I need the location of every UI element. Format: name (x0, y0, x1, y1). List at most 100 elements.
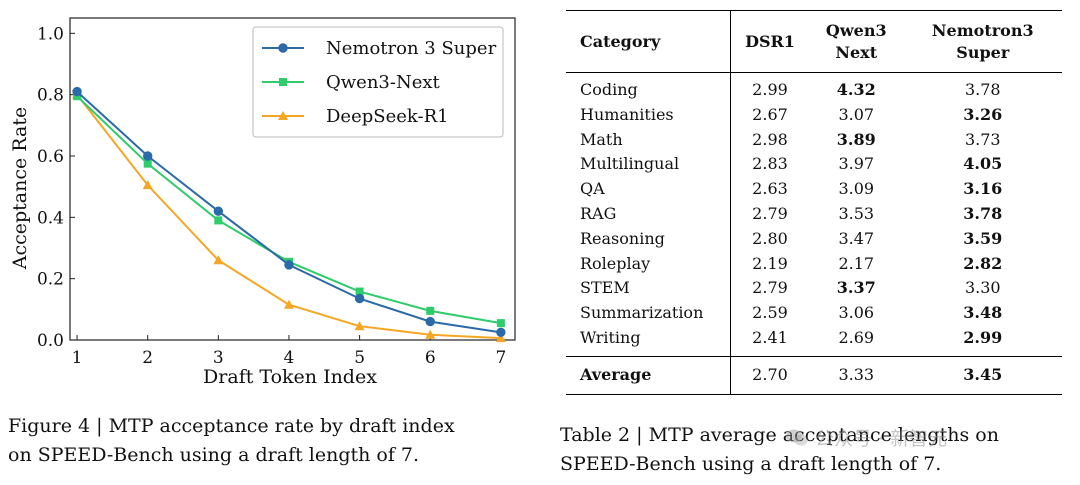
data-point-qwen3-next (214, 216, 223, 225)
x-tick-label: 7 (495, 348, 506, 368)
cell-nemotron: 3.73 (964, 129, 1001, 149)
y-tick-label: 0.8 (37, 86, 64, 106)
header-dsr1: DSR1 (745, 31, 795, 51)
data-point-deepseek-r1 (283, 299, 294, 309)
plot-frame (69, 17, 516, 341)
series-deepseek-r1 (72, 89, 506, 343)
cell-dsr1: 2.67 (752, 104, 788, 124)
cell-qwen: 3.47 (838, 228, 875, 248)
cell-category: Roleplay (566, 251, 731, 277)
header-nemotron: Nemotron3 Super (904, 11, 1062, 73)
data-point-nemotron-3-super (425, 316, 435, 327)
cell-category: Summarization (566, 301, 731, 326)
figure-caption-line2: on SPEED-Bench using a draft length of 7… (8, 444, 420, 466)
data-point-deepseek-r1 (495, 333, 506, 343)
cell-qwen: 3.97 (838, 154, 875, 174)
data-point-nemotron-3-super (142, 151, 153, 161)
cell-category: Multilingual (566, 152, 731, 178)
table-row: Reasoning 2.80 3.47 3.59 (566, 226, 1062, 252)
cell-dsr1: 2.63 (752, 179, 788, 199)
plot-border (69, 17, 516, 341)
y-tick-label: 0.0 (37, 331, 64, 351)
data-point-qwen3-next (143, 159, 152, 168)
cell-category: Humanities (566, 102, 731, 128)
data-point-qwen3-next (496, 319, 505, 328)
cell-dsr1: 2.79 (752, 278, 788, 298)
legend-label-qwen3-next: Qwen3-Next (326, 72, 440, 93)
x-tick-label: 2 (142, 348, 153, 368)
average-row: Average 2.70 3.33 3.45 (566, 356, 1062, 395)
table-row: Coding 2.99 4.32 3.78 (566, 72, 1062, 103)
cell-category: Coding (566, 72, 731, 103)
data-point-qwen3-next (426, 306, 435, 315)
y-tick-label: 0.4 (37, 208, 64, 228)
header-nemotron-line1: Nemotron3 (931, 20, 1034, 40)
watermark-text: 公众号 · 新智元 (815, 428, 948, 450)
acceptance-rate-chart: 0.0 0.2 0.4 0.6 0.8 1.0 1 2 3 4 5 6 7 Nemotron 3 Sup… (9, 17, 516, 388)
average-dsr1: 2.70 (752, 364, 788, 384)
cell-nemotron: 3.26 (963, 104, 1003, 124)
series-layer (72, 86, 506, 343)
table-caption: Table 2 | MTP average acceptance lengths… (560, 421, 1075, 479)
table-body: Coding 2.99 4.32 3.78 Humanities 2.67 3.07 3.26… (566, 72, 1062, 357)
average-label: Average (566, 356, 731, 395)
table-footer: Average 2.70 3.33 3.45 (566, 356, 1062, 395)
cell-dsr1: 2.83 (752, 154, 788, 174)
cell-category: Reasoning (566, 226, 731, 252)
table-row: RAG 2.79 3.53 3.78 (566, 201, 1062, 227)
header-qwen-line1: Qwen3 (825, 20, 887, 40)
cell-dsr1: 2.80 (752, 228, 788, 248)
x-tick-label: 1 (72, 348, 83, 368)
cell-nemotron: 3.16 (963, 179, 1003, 199)
y-tick-label: 0.2 (37, 270, 64, 290)
cell-dsr1: 2.99 (752, 80, 788, 99)
data-point-deepseek-r1 (213, 255, 224, 265)
cell-qwen: 3.06 (838, 303, 875, 323)
table-header: Category DSR1 Qwen3 Next Nemotron3 Super (566, 10, 1062, 73)
cell-nemotron: 3.59 (963, 228, 1003, 248)
axis-ticks: 0.0 0.2 0.4 0.6 0.8 1.0 1 2 3 4 5 6 7 (37, 24, 506, 368)
cell-nemotron: 3.78 (963, 203, 1003, 223)
cell-qwen: 3.09 (838, 179, 875, 199)
average-nemotron: 3.45 (963, 364, 1003, 384)
cell-nemotron: 3.78 (964, 80, 1001, 99)
data-point-deepseek-r1 (142, 180, 153, 190)
data-point-nemotron-3-super (496, 327, 506, 338)
legend-box (252, 26, 504, 138)
cell-qwen: 3.07 (838, 104, 875, 124)
legend-marker-qwen3-next (279, 78, 287, 86)
x-tick-label: 4 (284, 348, 295, 368)
cell-dsr1: 2.19 (752, 253, 788, 273)
table-row: Writing 2.41 2.69 2.99 (566, 325, 1062, 357)
y-tick-label: 1.0 (37, 24, 64, 44)
cell-qwen: 2.69 (838, 327, 875, 347)
data-point-qwen3-next (355, 287, 364, 296)
x-tick-label: 6 (425, 348, 436, 368)
data-point-deepseek-r1 (425, 329, 436, 339)
figure-caption-line1: Figure 4 | MTP acceptance rate by draft … (8, 415, 455, 437)
table-caption-line2: SPEED-Bench using a draft length of 7. (560, 453, 942, 475)
x-axis-label: Draft Token Index (203, 366, 377, 388)
table-row: Humanities 2.67 3.07 3.26 (566, 102, 1062, 128)
header-qwen-line2: Next (835, 42, 878, 62)
x-tick-label: 3 (213, 348, 224, 368)
cell-qwen: 2.17 (838, 253, 875, 273)
y-tick-label: 0.6 (37, 147, 64, 167)
watermark: 公众号 · 新智元 (785, 424, 947, 451)
cell-nemotron: 2.82 (963, 253, 1003, 273)
data-point-nemotron-3-super (72, 86, 82, 97)
data-point-nemotron-3-super (213, 206, 224, 216)
series-nemotron-3-super (72, 86, 506, 338)
wechat-icon (786, 429, 808, 446)
header-category: Category (566, 10, 731, 73)
legend-marker-deepseek-r1 (278, 111, 288, 120)
cell-nemotron: 2.99 (963, 327, 1003, 347)
cell-nemotron: 3.48 (963, 303, 1003, 323)
legend-marker-nemotron-3-super (278, 43, 288, 53)
table-row: Math 2.98 3.89 3.73 (566, 127, 1062, 153)
x-tick-label: 5 (354, 348, 365, 368)
cell-dsr1: 2.59 (752, 303, 788, 323)
legend-label-deepseek-r1: DeepSeek-R1 (326, 106, 449, 127)
cell-qwen: 3.89 (836, 129, 876, 149)
acceptance-length-table: Category DSR1 Qwen3 Next Nemotron3 Super… (566, 10, 1062, 395)
